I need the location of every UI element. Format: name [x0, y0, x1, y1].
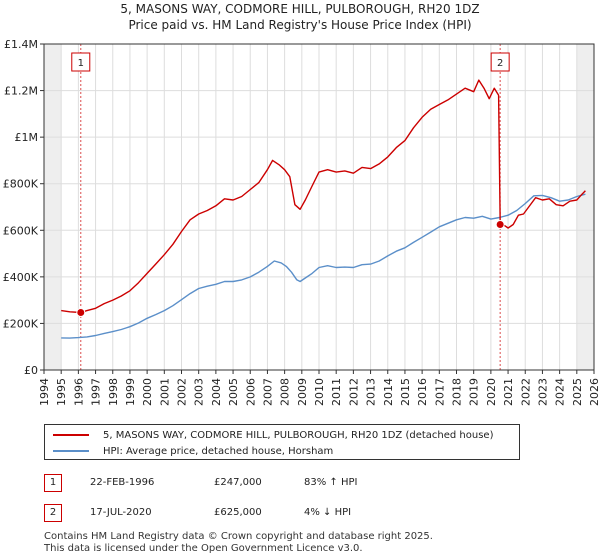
- x-tick-label: 2013: [365, 378, 378, 406]
- y-tick-label: £0: [24, 364, 38, 377]
- legend-item-property: 5, MASONS WAY, CODMORE HILL, PULBOROUGH,…: [53, 427, 493, 443]
- x-tick-label: 2025: [571, 378, 584, 406]
- x-tick-label: 2026: [588, 378, 600, 406]
- legend-label-property: 5, MASONS WAY, CODMORE HILL, PULBOROUGH,…: [103, 429, 494, 441]
- x-tick-label: 2004: [210, 378, 223, 406]
- transaction-marker-2: 2: [44, 504, 62, 522]
- shaded-range: [44, 44, 62, 370]
- y-tick-label: £1.4M: [4, 38, 38, 51]
- x-tick-label: 2022: [519, 378, 532, 406]
- footer-copyright: Contains HM Land Registry data © Crown c…: [44, 531, 433, 542]
- x-tick-label: 1996: [72, 378, 85, 406]
- footer-licence: This data is licensed under the Open Gov…: [44, 543, 363, 554]
- x-tick-label: 2002: [176, 378, 189, 406]
- x-tick-label: 2019: [468, 378, 481, 406]
- marker-label: 1: [78, 58, 84, 69]
- x-tick-label: 2014: [382, 378, 395, 406]
- transaction-row: 2 17-JUL-2020 £625,000 4% ↓ HPI: [44, 504, 544, 526]
- x-tick-label: 2011: [330, 378, 343, 406]
- x-tick-label: 2016: [416, 378, 429, 406]
- legend-line-property: [53, 434, 89, 436]
- transaction-marker-1: 1: [44, 474, 62, 492]
- shaded-range: [576, 44, 594, 370]
- x-tick-label: 2003: [193, 378, 206, 406]
- transaction-price: £625,000: [214, 507, 262, 518]
- x-tick-label: 2007: [261, 378, 274, 406]
- legend-line-hpi: [53, 450, 89, 452]
- x-tick-label: 2010: [313, 378, 326, 406]
- transaction-hpi: 4% ↓ HPI: [304, 507, 352, 518]
- marker-box: [490, 52, 510, 72]
- x-tick-label: 2020: [485, 378, 498, 406]
- x-tick-label: 2012: [347, 378, 360, 406]
- transaction-row: 1 22-FEB-1996 £247,000 83% ↑ HPI: [44, 474, 544, 496]
- x-tick-label: 2021: [502, 378, 515, 406]
- x-tick-label: 2018: [451, 378, 464, 406]
- y-tick-label: £200K: [3, 317, 39, 330]
- x-tick-label: 1999: [124, 378, 137, 406]
- x-tick-label: 1995: [55, 378, 68, 406]
- x-tick-label: 2005: [227, 378, 240, 406]
- x-tick-label: 2009: [296, 378, 309, 406]
- chart-title: 5, MASONS WAY, CODMORE HILL, PULBOROUGH,…: [120, 2, 480, 16]
- transaction-date: 17-JUL-2020: [90, 507, 152, 518]
- x-tick-label: 2024: [554, 378, 567, 406]
- marker-label: 2: [497, 58, 503, 69]
- transaction-hpi: 83% ↑ HPI: [304, 477, 358, 488]
- x-tick-label: 2008: [279, 378, 292, 406]
- x-tick-label: 2023: [536, 378, 549, 406]
- sale-point: [495, 219, 505, 229]
- x-tick-label: 2000: [141, 378, 154, 406]
- plot-border: [43, 43, 595, 371]
- y-tick-label: £400K: [3, 271, 39, 284]
- chart-legend: 5, MASONS WAY, CODMORE HILL, PULBOROUGH,…: [44, 424, 520, 460]
- x-tick-label: 2017: [433, 378, 446, 406]
- transaction-price: £247,000: [214, 477, 262, 488]
- x-tick-label: 2006: [244, 378, 257, 406]
- y-tick-label: £1.2M: [4, 85, 38, 98]
- x-tick-label: 1997: [90, 378, 103, 406]
- chart-subtitle: Price paid vs. HM Land Registry's House …: [128, 18, 472, 32]
- legend-item-hpi: HPI: Average price, detached house, Hors…: [53, 443, 333, 459]
- series-line-property: [61, 79, 586, 314]
- y-tick-label: £600K: [3, 224, 39, 237]
- series-line-hpi: [61, 193, 586, 339]
- transaction-date: 22-FEB-1996: [90, 477, 155, 488]
- x-tick-label: 2015: [399, 378, 412, 406]
- legend-label-hpi: HPI: Average price, detached house, Hors…: [103, 445, 334, 457]
- sale-point: [76, 307, 86, 317]
- marker-box: [71, 52, 91, 72]
- price-chart: 1994 1995 1996 1997 1998 1999 2000 2001 2002 2003…: [3, 38, 600, 406]
- y-tick-label: £1M: [15, 131, 39, 144]
- y-tick-label: £800K: [3, 178, 39, 191]
- x-tick-label: 1998: [107, 378, 120, 406]
- x-tick-label: 1994: [38, 378, 51, 406]
- x-tick-label: 2001: [158, 378, 171, 406]
